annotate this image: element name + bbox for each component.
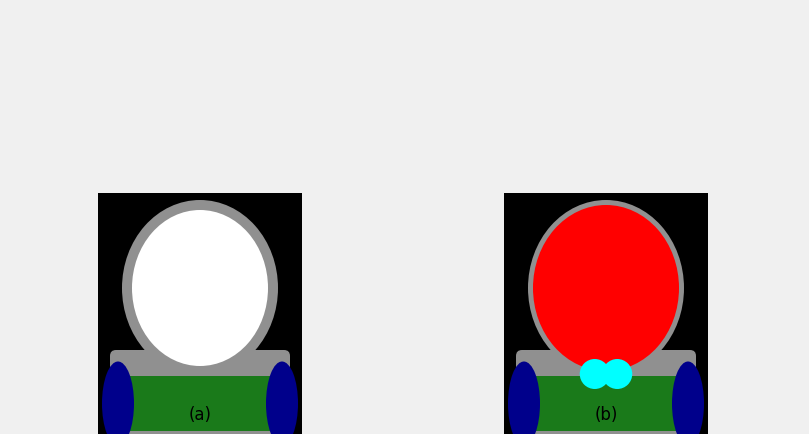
- Ellipse shape: [102, 362, 134, 434]
- Bar: [504, 193, 708, 434]
- Ellipse shape: [533, 205, 679, 371]
- Bar: [571, 343, 641, 386]
- FancyBboxPatch shape: [110, 350, 290, 434]
- Bar: [98, 193, 302, 434]
- Bar: [531, 376, 681, 431]
- Bar: [125, 376, 275, 431]
- FancyBboxPatch shape: [516, 350, 696, 434]
- Text: (b): (b): [595, 406, 618, 424]
- Ellipse shape: [672, 362, 704, 434]
- Ellipse shape: [122, 200, 278, 376]
- Bar: [165, 343, 235, 386]
- Text: (a): (a): [188, 406, 211, 424]
- Ellipse shape: [508, 362, 540, 434]
- Ellipse shape: [602, 359, 633, 389]
- Ellipse shape: [266, 362, 298, 434]
- Ellipse shape: [580, 359, 610, 389]
- Ellipse shape: [132, 210, 268, 366]
- Ellipse shape: [528, 200, 684, 376]
